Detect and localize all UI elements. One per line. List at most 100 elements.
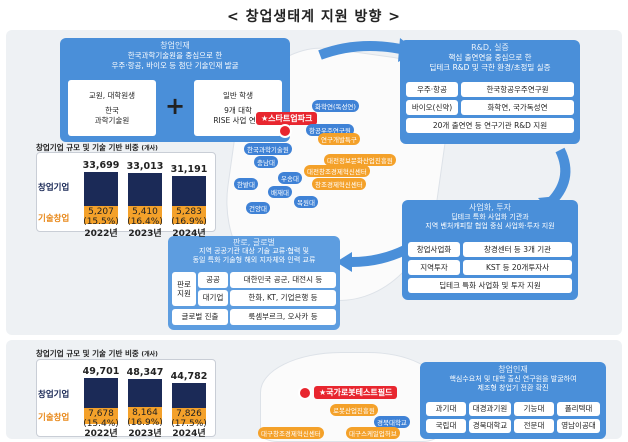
map1-pin-12: 창조경제혁신센터 [312,178,366,190]
chart1-legend-startup: 창업기업 [38,183,70,193]
biz-r3: 딥테크 특화 사업화 및 투자 지원 [408,278,572,293]
map1-pin-9: 배재대 [268,186,292,198]
global-r2c2: 한화, KT, 기업은행 등 [230,290,336,306]
chart1-total-label-0: 33,699 [82,160,120,171]
chart2-plot: 49,701 7,678 (15.4%) 2022년 48,347 8,164 (16.9%… [83,0,214,439]
chart1-share-label-2: (16.9%) [171,217,207,227]
chart2-year-label-1: 2023년 [128,429,162,439]
map1-pin-3: 한국과학기술원 [244,143,292,155]
chart2-unit: (개사) [141,351,158,358]
talent-right-title: 일반 학생 [223,90,253,100]
rnd-r2c2: 화학연, 국가독성연 [461,100,574,115]
chart2-title-text: 창업기업 규모 및 기술 기반 비중 [36,349,139,358]
chart2-bar-tech-2 [172,408,206,424]
talent2-cell-2: 기능대 [514,402,554,416]
map1-pin-2: 연구개발특구 [318,133,360,145]
page-title: < 창업생태계 지원 방향 > [227,9,401,25]
chart1-bar-tech-0 [84,206,118,224]
rnd-r2c1: 바이오(신약) [406,100,458,115]
robot-testfield-label: ★국가로봇테스트필드 [314,386,398,399]
startup-park-marker [278,124,292,138]
map1-pin-8: 우송대 [278,172,302,184]
map1-pin-4: 충남대 [254,156,278,168]
plus-sign: + [164,92,186,120]
chart1-total-label-1: 33,013 [126,161,164,172]
chart1-legend-tech: 기술창업 [38,214,70,224]
map1-pin-7: 한밭대 [234,178,258,190]
talent2-cell-0: 과기대 [426,402,466,416]
biz-r1c2: 창경센터 등 3개 기관 [463,242,572,257]
chart2-total-label-0: 49,701 [82,366,120,377]
chart2-share-label-0: (15.4%) [83,419,119,429]
chart1-tech-label-1: 5,410 [132,207,158,217]
chart1-year-label-2: 2024년 [172,229,206,239]
map2-pin-2: 대구창조경제혁신센터 [258,427,324,439]
map1-pin-6: 대전정보문화산업진흥원 [324,154,396,166]
rnd-r1c1: 우주·항공 [406,82,458,97]
chart2-year-label-2: 2024년 [172,429,206,439]
chart2-year-label-0: 2022년 [84,429,118,439]
map2-pin-0: 로봇산업진흥원 [330,404,378,416]
map1-pin-10: 건양대 [246,202,270,214]
chart1-bar-tech-1 [128,206,162,224]
chart2-legend-tech: 기술창업 [38,413,70,423]
map1-pin-0: 화학연(독성연) [312,100,359,112]
chart1-year-label-1: 2023년 [128,229,162,239]
map1-pin-5: 대전창조경제혁신센터 [304,165,370,177]
chart1-title: 창업기업 규모 및 기술 기반 비중 (개사) [36,142,232,153]
chart2-legend-startup: 창업기업 [38,390,70,400]
global-r3c1: 글로벌 진출 [172,309,228,325]
rnd-box: R&D, 실증 핵심 출연연을 중심으로 한 딥테크 R&D 및 극한 환경/초… [400,40,580,144]
talent2-box: 창업인재 핵심수요처 및 대학 출신 연구원을 발굴하여 제조형 창업기 전환 … [420,362,606,439]
robot-testfield-marker [298,386,312,400]
arrow-talent-to-rnd [318,41,407,60]
chart2-total-label-2: 44,782 [170,371,208,382]
arrow-head-global [336,252,352,272]
talent-right-value: 9개 대학 RISE 사업 연계 [213,106,262,125]
chart1-year-label-0: 2022년 [84,229,118,239]
global-r3c2: 룩셈부르크, 오사카 등 [230,309,336,325]
talent2-desc: 핵심수요처 및 대학 출신 연구원을 발굴하여 제조형 창업기 전환 확진 [449,375,577,393]
chart1-share-label-1: (16.4%) [127,217,163,227]
map2-pin-1: 경북대학교 [374,416,410,428]
map2-pin-3: 대구스케일업허브 [346,427,400,439]
global-desc: 지역 공공기관 대상 기술 교류·협력 및 동일 특화 기술형 해외 지자체와 … [192,247,316,265]
talent2-cell-1: 대경과기원 [469,402,511,416]
biz-r1c1: 창업사업화 [408,242,460,257]
chart2-tech-label-0: 7,678 [88,409,114,419]
global-header: 판로, 글로벌 [233,238,275,247]
rnd-desc: 핵심 출연연을 중심으로 한 딥테크 R&D 및 극한 환경/초정밀 실증 [429,53,551,72]
chart2-share-label-2: (17.5%) [171,419,207,429]
biz-desc: 딥테크 특화 사업화 기관과 지역 벤처캐피탈 협업 중심 사업화·투자 지원 [425,213,555,231]
chart2-bar-tech-0 [84,408,118,424]
map1-pin-11: 목원대 [294,196,318,208]
chart1-plot: 33,699 5,207 (15.5%) 2022년 33,013 5,410 (16.4%… [83,0,214,240]
biz-header: 사업화, 투자 [469,203,511,212]
chart2-share-label-1: (16.9%) [127,418,163,428]
talent2-cell-3: 폴리텍대 [557,402,600,416]
chart1-unit: (개사) [141,145,158,152]
global-r2c1: 대기업 [198,290,228,306]
talent-desc: 한국과학기술원을 중심으로 한 우주·항공, 바이오 등 첨단 기술인재 발굴 [111,51,239,70]
chart2-tech-label-1: 8,164 [132,408,158,418]
rnd-r3: 20개 출연연 등 연구기관 R&D 지원 [406,118,574,133]
talent-left-title: 교원, 대학원생 [88,90,136,100]
arrow-biz-to-global [351,245,408,267]
chart1-share-label-0: (15.5%) [83,217,119,227]
talent2-cell-7: 영남이공대 [557,419,600,433]
rnd-r1c2: 한국항공우주연구원 [461,82,574,97]
global-r1c1: 공공 [198,272,228,288]
chart1-tech-label-0: 5,207 [88,207,114,217]
talent-right-cell: 일반 학생 9개 대학 RISE 사업 연계 [194,80,282,136]
chart2-total-label-1: 48,347 [126,367,164,378]
chart2-tech-label-2: 7,826 [176,409,202,419]
talent2-cell-5: 경북대학교 [469,419,511,433]
chart1-total-label-2: 31,191 [170,164,208,175]
global-r1c2: 대한민국 공군, 대전시 등 [230,272,336,288]
rnd-header: R&D, 실증 [471,43,509,52]
global-box: 판로, 글로벌 지역 공공기관 대상 기술 교류·협력 및 동일 특화 기술형 … [168,236,340,330]
talent-box: 창업인재 한국과학기술원을 중심으로 한 우주·항공, 바이오 등 첨단 기술인… [60,38,290,142]
global-side-label: 판로 지원 [172,272,196,306]
chart2-title: 창업기업 규모 및 기술 기반 비중 (개사) [36,348,232,359]
chart2-bar-tech-1 [128,407,162,424]
